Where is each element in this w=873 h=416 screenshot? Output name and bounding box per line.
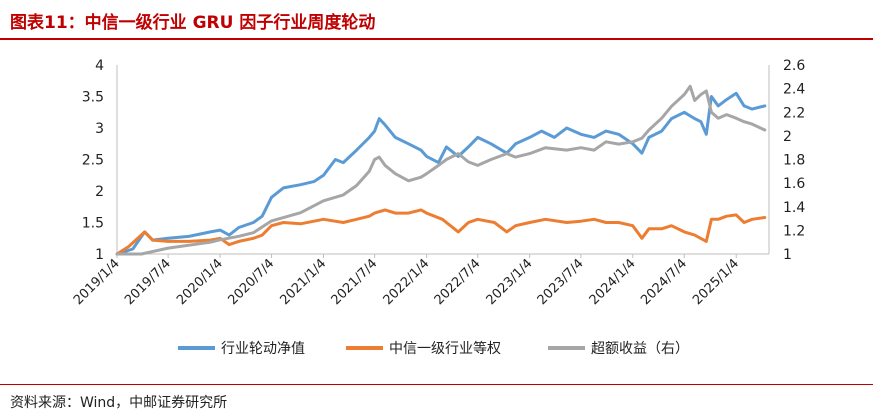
x-tick-label: 2025/1/4 [690,256,742,308]
series-line-2 [115,208,767,256]
y-right-tick-label: 1 [783,247,792,263]
x-tick-label: 2020/7/4 [225,256,277,308]
source-divider [0,384,873,385]
x-tick-label: 2023/1/4 [484,256,536,308]
y-right-tick-label: 2.6 [783,58,805,74]
y-right-tick-label: 2 [783,129,792,145]
x-tick-label: 2022/7/4 [432,256,484,308]
x-tick-label: 2021/7/4 [329,256,381,308]
x-tick-label: 2024/7/4 [638,256,690,308]
y-right-tick-label: 1.4 [783,200,805,216]
y-left-tick-label: 1.5 [82,216,104,232]
y-left-tick-label: 2 [95,184,104,200]
y-left-tick-label: 3.5 [82,90,104,106]
title-bar: 图表11：中信一级行业 GRU 因子行业周度轮动 [0,0,873,40]
x-tick-label: 2022/1/4 [381,256,433,308]
x-tick-label: 2021/1/4 [277,256,329,308]
y-left-tick-label: 1 [95,247,104,263]
series-line-3 [115,84,767,256]
legend-label: 行业轮动净值 [221,341,305,357]
source-note: 资料来源：Wind，中邮证券研究所 [10,395,228,411]
y-right-tick-label: 2.4 [783,82,805,98]
x-tick-label: 2019/7/4 [122,256,174,308]
legend-label: 超额收益（右） [591,341,689,357]
x-tick-label: 2020/1/4 [174,256,226,308]
y-right-tick-label: 2.2 [783,105,805,121]
x-tick-label: 2024/1/4 [587,256,639,308]
x-tick-label: 2023/7/4 [535,256,587,308]
chart: 1 1.5 2 2.5 3 3.5 4 1 1.2 1.4 1.6 1.8 2 2.2 2.4 2.6 2019… [71,58,805,357]
page-title: 图表11：中信一级行业 GRU 因子行业周度轮动 [10,13,376,33]
legend-label: 中信一级行业等权 [389,340,501,357]
y-right-tick-label: 1.2 [783,223,805,239]
y-left-tick-label: 3 [95,121,104,137]
y-right-tick-label: 1.6 [783,176,805,192]
y-left-tick-label: 4 [95,58,104,74]
x-tick-label: 2019/1/4 [71,256,123,308]
y-right-tick-label: 1.8 [783,153,805,169]
y-left-tick-label: 2.5 [82,153,104,169]
series-line-1 [115,91,767,256]
